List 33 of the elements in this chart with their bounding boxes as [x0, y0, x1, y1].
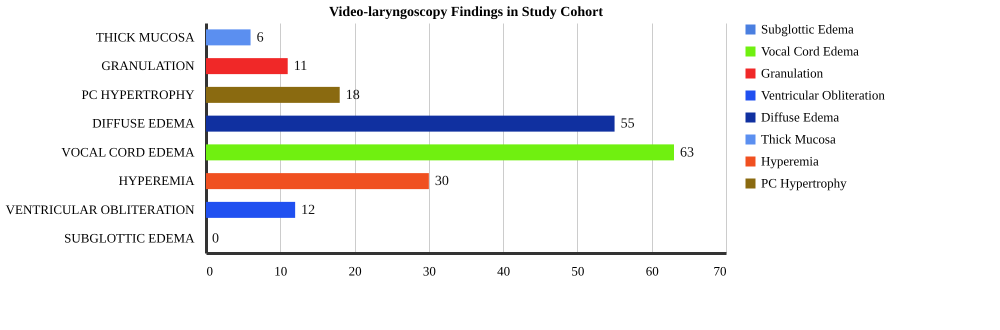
legend-label: PC Hypertrophy	[761, 176, 848, 190]
legend-label: Ventricular Obliteration	[761, 88, 886, 102]
x-tick-label: 10	[274, 264, 288, 278]
y-tick-label: HYPEREMIA	[118, 173, 196, 188]
y-tick-label: VENTRICULAR OBLITERATION	[6, 202, 196, 217]
data-label: 0	[212, 232, 219, 247]
x-tick-label: 50	[571, 264, 584, 278]
data-label: 11	[294, 59, 308, 74]
legend-label: Subglottic Edema	[761, 22, 854, 36]
y-tick-label: THICK MUCOSA	[96, 29, 196, 44]
legend-label: Hyperemia	[761, 154, 819, 168]
x-tick-label: 70	[714, 264, 726, 278]
legend-label: Granulation	[761, 66, 824, 80]
data-label: 6	[256, 30, 264, 46]
x-tick-label: 40	[497, 264, 510, 278]
data-label: 63	[680, 145, 694, 160]
x-tick-label: 20	[348, 264, 362, 278]
data-label: 12	[301, 202, 316, 218]
legend-label: Thick Mucosa	[761, 132, 836, 146]
y-tick-label: DIFFUSE EDEMA	[92, 116, 196, 131]
x-tick-label: 30	[422, 264, 436, 278]
legend-label: Diffuse Edema	[761, 110, 840, 124]
y-tick-label: GRANULATION	[101, 58, 196, 74]
legend-label: Vocal Cord Edema	[761, 44, 860, 58]
data-label: 18	[346, 88, 360, 103]
data-label: 30	[434, 174, 449, 190]
chart-title: Video-laryngoscopy Findings in Study Cohort	[328, 5, 604, 20]
y-tick-label: VOCAL CORD EDEMA	[61, 144, 196, 160]
y-tick-label: SUBGLOTTIC EDEMA	[64, 230, 196, 246]
x-tick-label: 60	[646, 264, 659, 278]
x-tick-label: 0	[206, 264, 213, 278]
data-label: 55	[620, 116, 635, 132]
y-tick-label: PC HYPERTROPHY	[82, 86, 196, 102]
